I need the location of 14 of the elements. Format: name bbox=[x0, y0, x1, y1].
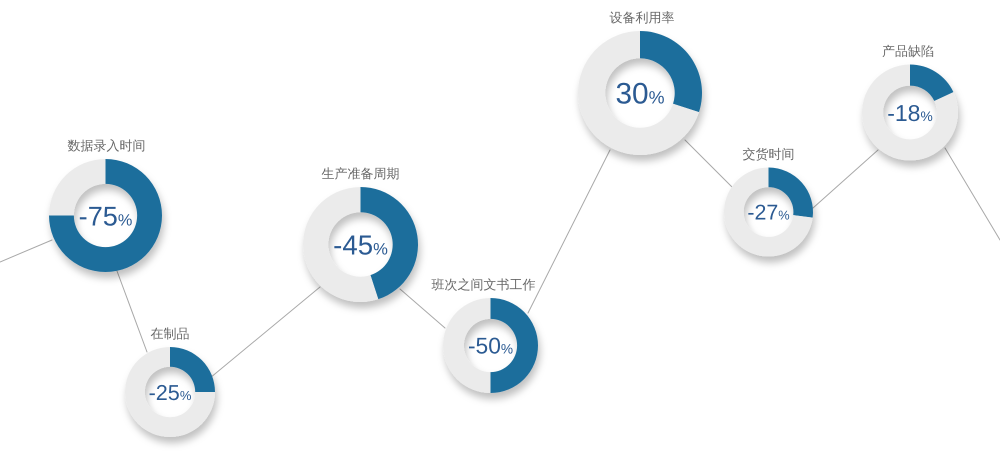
text: -45% bbox=[333, 229, 388, 260]
chart-title: 班次之间文书工作 bbox=[432, 277, 536, 292]
chart-title: 生产准备周期 bbox=[322, 166, 400, 181]
chart-title: 产品缺陷 bbox=[882, 44, 934, 58]
text: -75% bbox=[78, 200, 132, 232]
text: -27% bbox=[747, 200, 790, 225]
chart-title: 设备利用率 bbox=[610, 10, 674, 25]
text: -50% bbox=[468, 332, 514, 359]
chart-title: 交货时间 bbox=[742, 146, 794, 162]
text: -25% bbox=[148, 380, 192, 405]
chart-title: 数据录入时间 bbox=[68, 138, 146, 153]
text: -18% bbox=[887, 100, 933, 126]
chart-title: 在制品 bbox=[150, 326, 190, 341]
text: 30% bbox=[615, 78, 665, 111]
